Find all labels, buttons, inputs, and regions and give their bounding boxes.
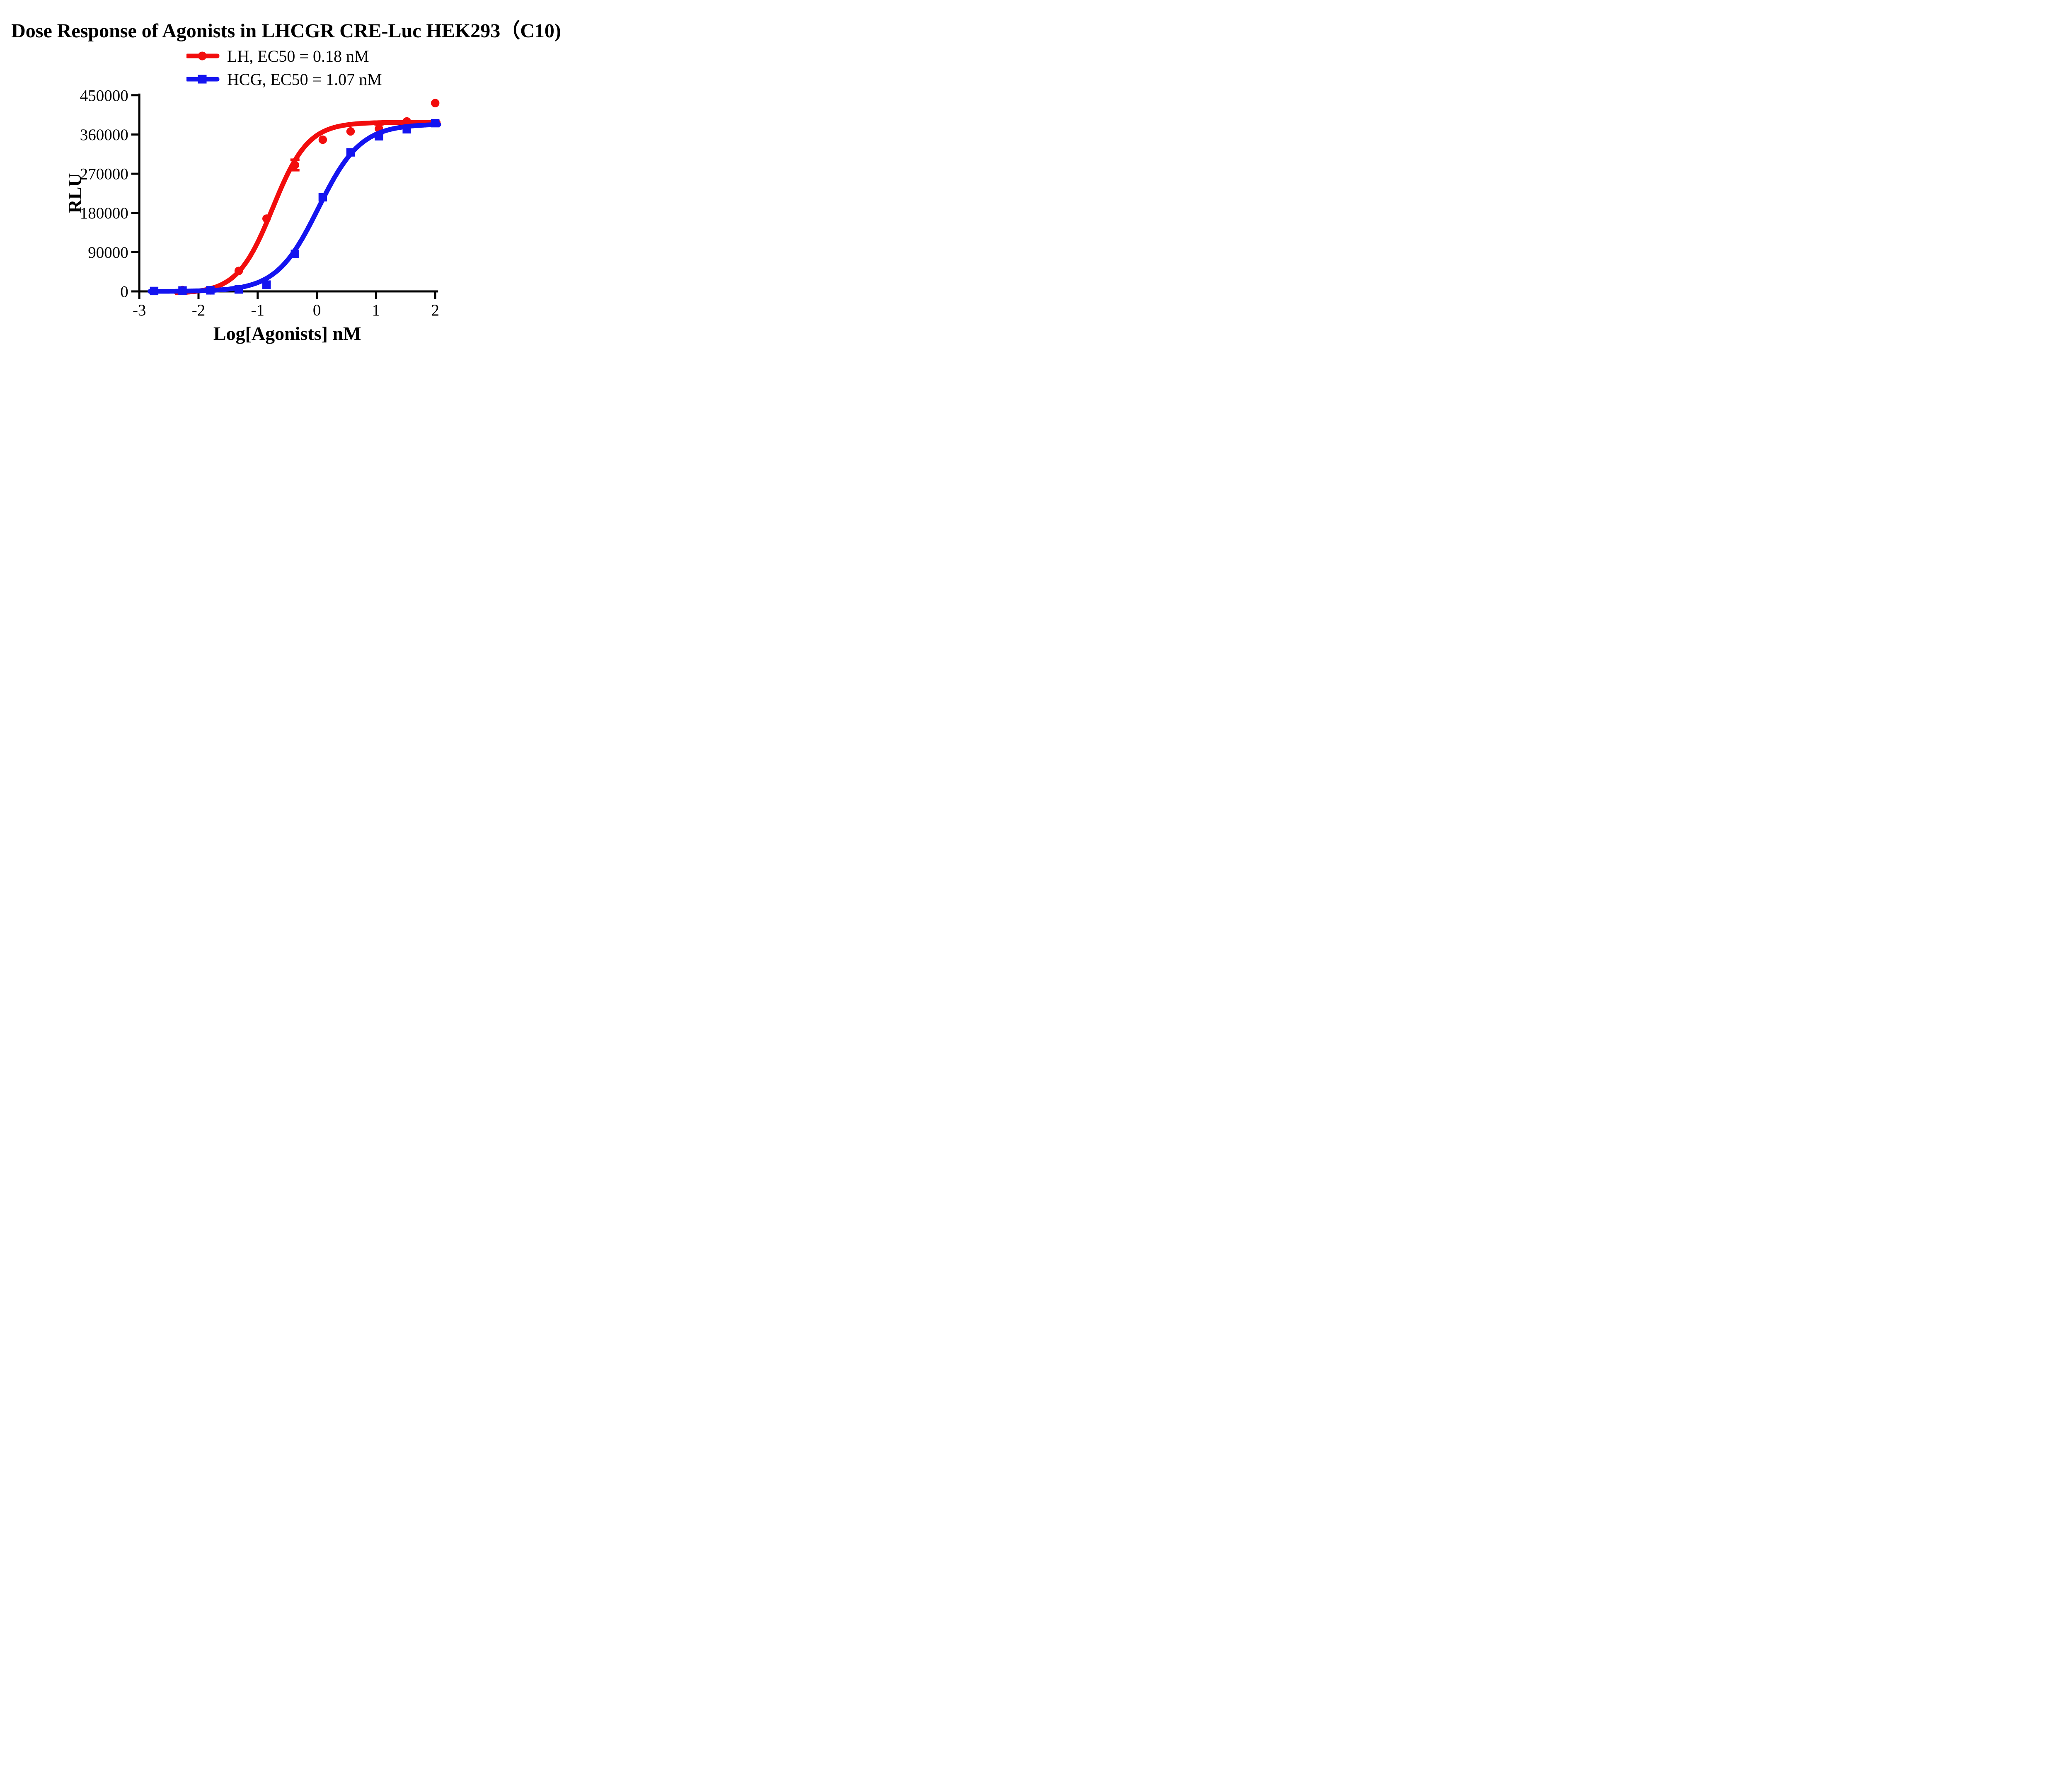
data-point-lh (318, 135, 327, 144)
x-tick-label: -3 (133, 301, 146, 319)
data-point-hcg (178, 286, 187, 295)
data-point-hcg (375, 132, 383, 141)
data-point-lh (346, 127, 355, 136)
x-tick-label: -2 (192, 301, 206, 319)
x-axis-title: Log[Agonists] nM (213, 323, 361, 344)
y-tick-label: 0 (120, 283, 128, 301)
data-point-lh (402, 117, 411, 126)
legend: LH, EC50 = 0.18 nM HCG, EC50 = 1.07 nM (186, 46, 382, 93)
data-point-hcg (431, 119, 440, 128)
legend-item-lh: LH, EC50 = 0.18 nM (186, 46, 382, 65)
data-point-hcg (206, 286, 215, 295)
legend-item-hcg: HCG, EC50 = 1.07 nM (186, 70, 382, 89)
data-point-hcg (234, 285, 243, 294)
data-point-hcg (402, 125, 411, 134)
lh-line-circle-marker-icon (186, 51, 220, 61)
data-point-lh (262, 214, 271, 223)
dose-response-plot: 0 90000 180000 270000 360000 450000 -3 -2 -1 0 1 2 L… (64, 87, 441, 344)
data-point-hcg (318, 193, 327, 202)
x-tick-label: 2 (431, 301, 439, 319)
legend-label-lh: LH, EC50 = 0.18 nM (227, 46, 369, 65)
data-point-lh (290, 160, 299, 170)
fit-curve-lh (174, 120, 441, 296)
y-axis-title: RLU (64, 173, 85, 213)
chart-title: Dose Response of Agonists in LHCGR CRE-L… (11, 20, 561, 42)
data-point-lh (234, 267, 243, 275)
fit-curve-hcg (148, 122, 441, 294)
data-point-hcg (150, 286, 159, 296)
y-tick-label: 180000 (80, 204, 128, 222)
y-tick-label: 450000 (80, 87, 128, 104)
y-tick-label: 90000 (88, 244, 128, 262)
data-point-hcg (290, 250, 299, 258)
data-point-hcg (262, 280, 271, 289)
x-tick-label: 1 (372, 301, 380, 319)
data-point-lh (431, 99, 440, 107)
figure: Dose Response of Agonists in LHCGR CRE-L… (0, 0, 572, 357)
y-tick-label: 360000 (80, 126, 128, 144)
x-tick-label: -1 (251, 301, 265, 319)
legend-label-hcg: HCG, EC50 = 1.07 nM (227, 70, 382, 89)
y-tick-label: 270000 (80, 165, 128, 183)
x-tick-label: 0 (313, 301, 321, 319)
hcg-line-square-marker-icon (186, 75, 220, 84)
data-point-hcg (346, 148, 355, 157)
